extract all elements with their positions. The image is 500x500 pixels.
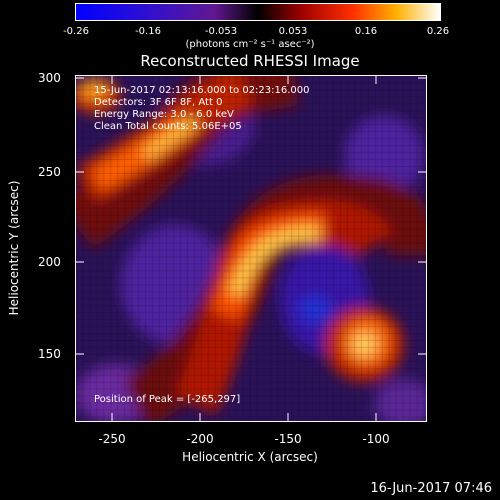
y-tick-label: 300	[38, 71, 61, 85]
plot-title: Reconstructed RHESSI Image	[140, 52, 360, 70]
x-axis-label: Heliocentric X (arcsec)	[182, 450, 318, 464]
info-method: Clean Total counts: 5.06E+05	[94, 121, 242, 132]
rhessi-image: 15-Jun-2017 02:13:16.000 to 02:23:16.000…	[75, 75, 427, 422]
colorbar-tick: -0.053	[204, 26, 238, 37]
y-axis-label: Heliocentric Y (arcsec)	[7, 180, 21, 316]
info-energy: Energy Range: 3.0 - 6.0 keV	[94, 109, 234, 120]
x-tick-label: -250	[98, 432, 126, 446]
colorbar-tick: 0.16	[354, 26, 378, 37]
x-tick-label: -150	[274, 432, 302, 446]
info-peak: Position of Peak = [-265,297]	[94, 394, 241, 405]
colorbar-units: (photons cm⁻² s⁻¹ asec⁻²)	[185, 39, 315, 50]
rhessi-image-canvas	[76, 76, 426, 421]
colorbar-tick: -0.16	[135, 26, 161, 37]
y-tick-label: 150	[38, 347, 61, 361]
info-detectors: Detectors: 3F 6F 8F, Att 0	[94, 97, 223, 108]
colorbar	[75, 3, 441, 21]
y-tick-label: 200	[38, 255, 61, 269]
colorbar-tick: 0.26	[426, 26, 450, 37]
footer-timestamp: 16-Jun-2017 07:46	[370, 481, 492, 496]
colorbar-tick: 0.053	[278, 26, 308, 37]
y-tick-label: 250	[38, 165, 61, 179]
colorbar-tick: -0.26	[63, 26, 89, 37]
x-tick-label: -100	[362, 432, 390, 446]
info-time: 15-Jun-2017 02:13:16.000 to 02:23:16.000	[94, 85, 310, 96]
x-tick-label: -200	[186, 432, 214, 446]
